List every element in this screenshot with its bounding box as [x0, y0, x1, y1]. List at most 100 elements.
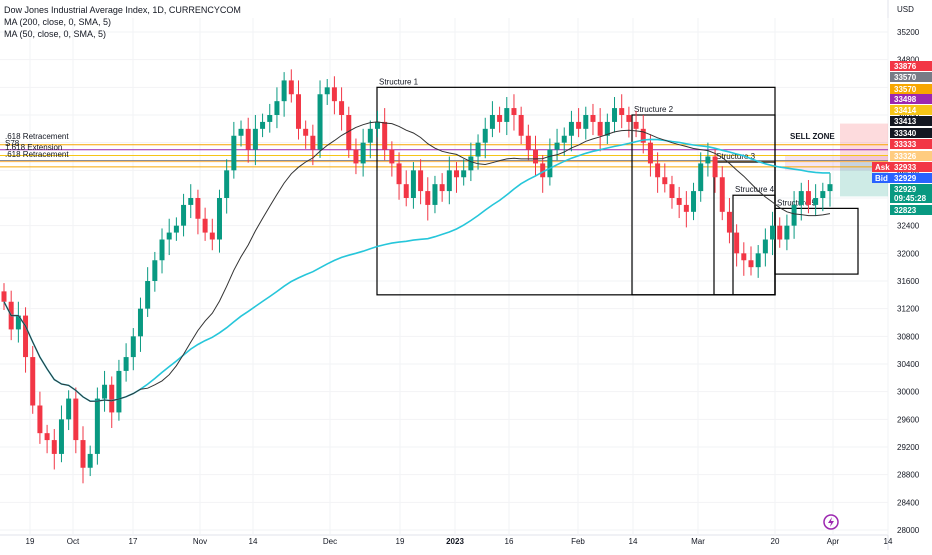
- tradingview-logo-icon[interactable]: [823, 514, 839, 530]
- candle-body: [813, 198, 819, 205]
- price-tag-box: [890, 162, 932, 172]
- candle-body: [224, 170, 230, 198]
- candle-body: [181, 204, 187, 226]
- structure-box: [732, 194, 776, 296]
- candle-body: [741, 253, 747, 261]
- price-tag-box: [890, 84, 932, 94]
- price-tick-label: 30000: [897, 388, 920, 397]
- ma200-line: [3, 138, 830, 403]
- sell-zone-label: SELL ZONE: [790, 132, 835, 141]
- candle-body: [497, 115, 503, 122]
- time-tick-label: 2023: [446, 537, 464, 546]
- candle-body: [504, 108, 510, 122]
- structure-boxes: Structure 1 Structure 2 Structure 3 Structu…: [376, 77, 859, 296]
- price-tag-text: 33413: [894, 117, 917, 126]
- candle-body: [238, 128, 244, 136]
- candle-body: [533, 149, 539, 164]
- candle-body: [267, 115, 273, 122]
- price-tags: 3387633570335703349833414334133334033333…: [872, 61, 932, 215]
- candle-body: [770, 225, 776, 240]
- price-tag-box: [890, 72, 932, 82]
- candle-body: [44, 433, 50, 441]
- price-tag-box: [890, 128, 932, 138]
- candle-body: [590, 115, 596, 122]
- time-tick-label: 14: [884, 537, 893, 546]
- structure-label: Structure 5: [777, 198, 817, 207]
- candle-body: [461, 170, 467, 178]
- candle-body: [274, 101, 280, 115]
- price-tag-box: [890, 151, 932, 161]
- candle-body: [73, 398, 79, 441]
- time-axis[interactable]: 19 Oct 17 Nov 14 Dec 19 2023 16 Feb 14 Mar 20 Apr 14: [26, 537, 893, 546]
- candle-body: [410, 170, 416, 198]
- candle-body: [734, 232, 740, 254]
- structure-label: Structure 3: [716, 152, 756, 161]
- price-tag-box: [890, 173, 932, 183]
- moving-averages: [3, 121, 831, 403]
- candle-body: [123, 357, 129, 371]
- price-tag-box: [890, 193, 932, 203]
- candle-body: [317, 94, 323, 150]
- candle-body: [331, 87, 337, 102]
- structure-label: Structure 2: [634, 105, 674, 114]
- candle-body: [109, 384, 115, 413]
- candle-body: [676, 198, 682, 205]
- candle-body: [698, 163, 704, 192]
- candle-body: [80, 440, 86, 468]
- candle-body: [597, 121, 603, 136]
- candle-body: [216, 198, 222, 240]
- chart-legend: Dow Jones Industrial Average Index, 1D, …: [4, 4, 241, 40]
- candle-body: [58, 419, 64, 454]
- candles: [1, 69, 833, 484]
- structure-box: [774, 207, 859, 275]
- candle-body: [145, 281, 151, 309]
- time-tick-label: Mar: [691, 537, 705, 546]
- bid-box: [872, 173, 890, 183]
- candle-body: [353, 149, 359, 164]
- time-tick-label: 19: [396, 537, 405, 546]
- price-tick-label: 32000: [897, 249, 920, 258]
- candle-body: [619, 108, 625, 115]
- price-tick-label: 28000: [897, 526, 920, 535]
- candle-body: [748, 260, 754, 268]
- price-tag-text: 33876: [894, 62, 917, 71]
- candle-body: [540, 163, 546, 178]
- candle-body: [662, 177, 668, 185]
- candle-body: [137, 308, 143, 337]
- candle-body: [202, 218, 208, 233]
- candle-body: [23, 315, 29, 358]
- sell-zone-area: SELL ZONE: [785, 123, 888, 197]
- candle-body: [446, 170, 452, 192]
- candle-body: [303, 128, 309, 136]
- candle-body: [245, 128, 251, 150]
- candle-body: [310, 135, 316, 150]
- candle-body: [583, 115, 589, 129]
- legend-title: Dow Jones Industrial Average Index, 1D, …: [4, 5, 241, 15]
- price-tick-label: 30400: [897, 360, 920, 369]
- candle-body: [382, 121, 388, 150]
- candle-body: [547, 149, 553, 178]
- price-tick-label: 30800: [897, 332, 920, 341]
- time-tick-label: 20: [771, 537, 780, 546]
- candle-body: [669, 184, 675, 198]
- tv-logo-bolt: [828, 517, 834, 527]
- candle-body: [439, 184, 445, 192]
- candle-body: [374, 121, 380, 129]
- candle-body: [403, 184, 409, 198]
- candle-body: [51, 440, 57, 454]
- price-tick-label: 31200: [897, 305, 920, 314]
- time-tick-label: 14: [629, 537, 638, 546]
- ask-label: Ask: [875, 163, 890, 172]
- time-tick-label: Feb: [571, 537, 585, 546]
- candle-body: [726, 211, 732, 233]
- candle-body: [116, 370, 122, 413]
- candle-body: [1, 291, 7, 302]
- candle-body: [705, 156, 711, 164]
- fib-level-label: S78: [5, 139, 20, 148]
- candle-body: [691, 191, 697, 212]
- candle-body: [604, 121, 610, 136]
- candle-body: [15, 315, 21, 330]
- candle-body: [231, 135, 237, 171]
